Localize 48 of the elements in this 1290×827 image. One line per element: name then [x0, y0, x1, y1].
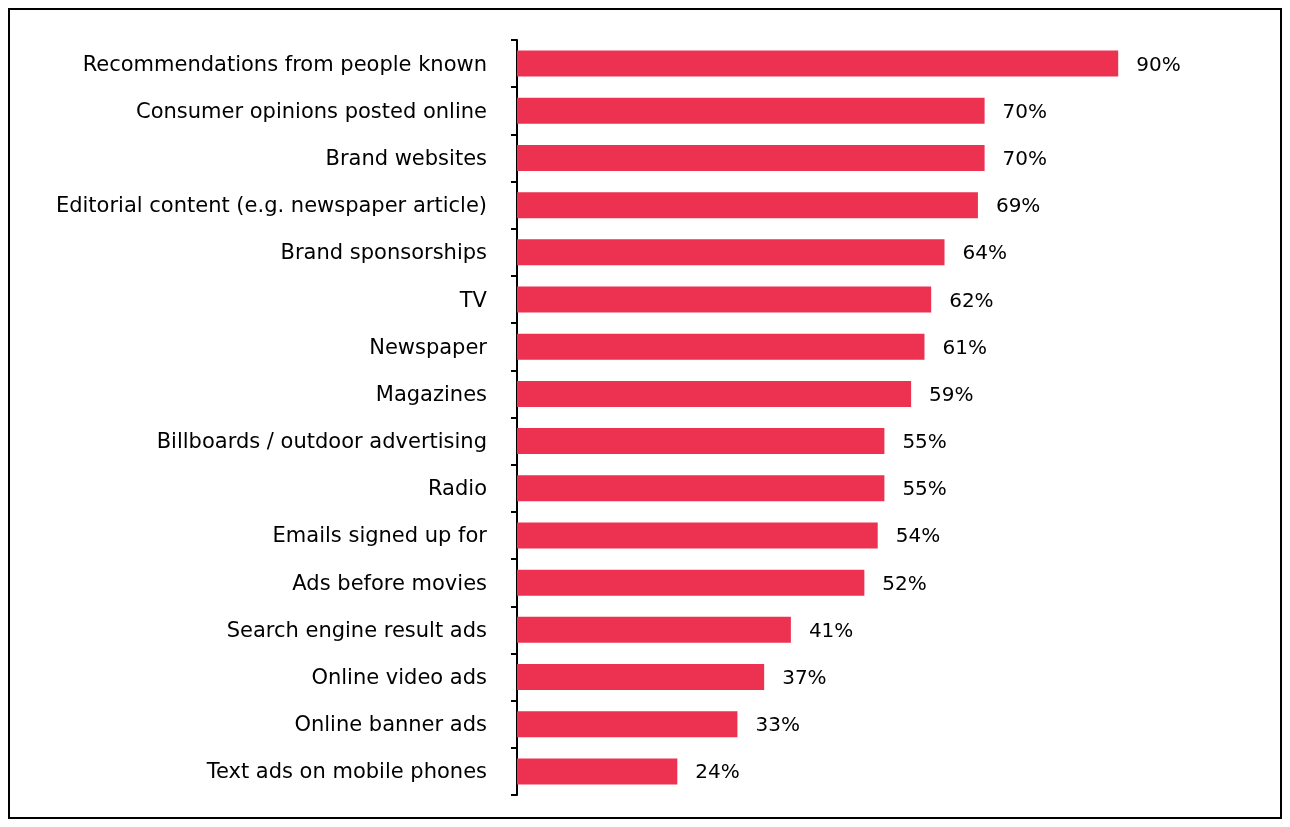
y-tick-label: Magazines: [375, 381, 487, 406]
data-label: 33%: [755, 712, 800, 737]
bar: [517, 616, 791, 643]
bar: [517, 192, 978, 219]
y-tick-label: Ads before movies: [292, 570, 487, 595]
data-label: 69%: [995, 193, 1041, 218]
y-tick-label: Radio: [427, 476, 487, 501]
bar: [517, 711, 738, 738]
y-tick-label: Newspaper: [369, 334, 488, 359]
data-label: 61%: [942, 334, 987, 359]
data-label: 70%: [1002, 98, 1048, 123]
y-tick-label: Recommendations from people known: [82, 51, 487, 76]
bar: [517, 286, 932, 313]
bar: [517, 380, 912, 407]
data-label: 52%: [882, 570, 927, 595]
y-tick-label: Text ads on mobile phones: [205, 759, 487, 784]
bar: [517, 144, 985, 171]
data-label: 55%: [902, 476, 947, 501]
bar: [517, 475, 885, 502]
y-tick-label: TV: [458, 287, 488, 312]
y-tick-label: Emails signed up for: [272, 523, 488, 548]
y-tick-label: Search engine result ads: [226, 617, 487, 642]
bar: [517, 664, 765, 691]
bar: [517, 239, 945, 266]
bar: [517, 522, 878, 549]
bar: [517, 97, 985, 124]
data-label: 54%: [895, 523, 941, 548]
data-label: 70%: [1002, 145, 1048, 170]
y-tick-label: Online video ads: [311, 665, 487, 690]
y-tick-label: Editorial content (e.g. newspaper article): [55, 193, 487, 218]
bar: [517, 428, 885, 455]
bar: [517, 758, 678, 785]
data-label: 62%: [949, 287, 994, 312]
bar: [517, 50, 1119, 77]
data-label: 41%: [808, 617, 854, 642]
y-tick-label: Consumer opinions posted online: [135, 98, 487, 123]
bar: [517, 569, 865, 596]
y-tick-label: Online banner ads: [294, 712, 487, 737]
data-label: 24%: [695, 759, 740, 784]
data-label: 37%: [782, 665, 827, 690]
data-label: 59%: [929, 381, 974, 406]
y-tick-label: Brand sponsorships: [280, 240, 487, 265]
data-label: 55%: [902, 429, 947, 454]
y-tick-label: Billboards / outdoor advertising: [156, 429, 487, 454]
data-label: 64%: [962, 240, 1007, 265]
y-tick-label: Brand websites: [325, 145, 487, 170]
bar: [517, 333, 925, 360]
data-label: 90%: [1136, 51, 1181, 76]
